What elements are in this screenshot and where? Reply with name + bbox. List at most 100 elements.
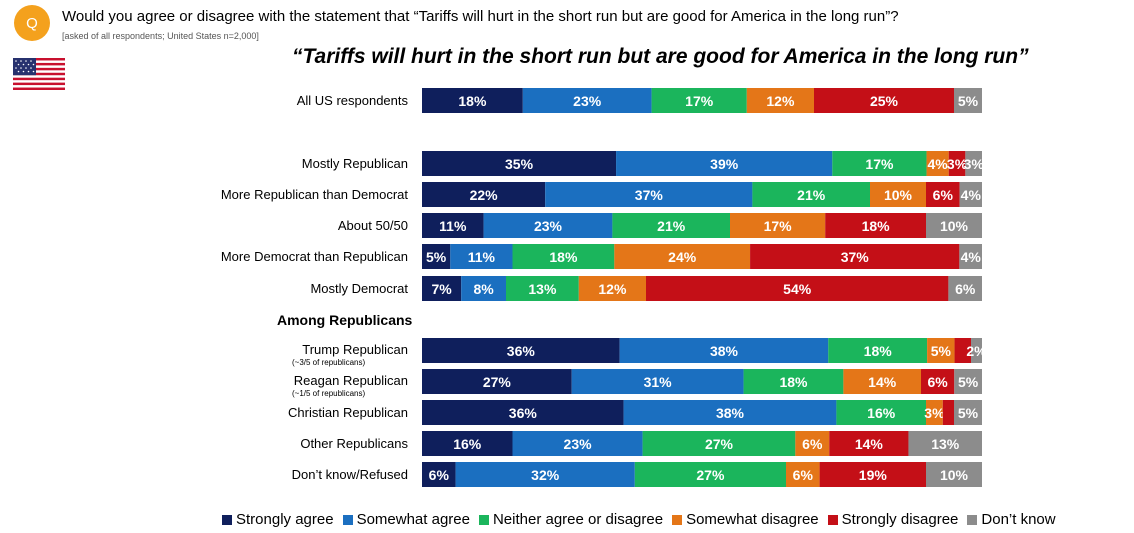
bar-value-label: 17%	[865, 156, 894, 172]
bar-value-label: 10%	[940, 467, 969, 483]
bar-segment	[814, 88, 954, 113]
bar-segment	[646, 276, 949, 301]
bar-value-label: 5%	[958, 93, 979, 109]
bar-segment	[959, 182, 982, 207]
bar-value-label: 14%	[855, 436, 884, 452]
bar-value-label: 13%	[528, 281, 557, 297]
us-flag-icon	[13, 58, 65, 90]
chart-title: “Tariffs will hurt in the short run but …	[292, 45, 1029, 68]
bar-segment	[422, 244, 451, 269]
bar-value-label: 12%	[598, 281, 627, 297]
bar-segment	[743, 369, 844, 394]
bar-segment	[870, 182, 926, 207]
bar-value-label: 27%	[696, 467, 725, 483]
row-label: More Republican than Democrat	[220, 187, 408, 202]
legend-swatch	[478, 514, 489, 525]
legend-label: Somewhat agree	[356, 511, 470, 528]
bar-segment	[829, 431, 909, 456]
row-label: Mostly Democrat	[310, 281, 408, 296]
bar-value-label: 3%	[964, 156, 985, 172]
bar-segment	[942, 400, 954, 425]
bar-segment	[422, 400, 624, 425]
bar-value-label: 21%	[797, 187, 826, 203]
legend-swatch	[342, 514, 353, 525]
legend-label: Strongly agree	[236, 511, 334, 528]
bar-segment	[483, 213, 613, 238]
legend-item: Somewhat disagree	[672, 511, 819, 528]
bar-segment	[752, 182, 870, 207]
bar-value-label: 38%	[716, 405, 745, 421]
row-label: More Democrat than Republican	[220, 249, 408, 264]
bar-value-label: 21%	[657, 218, 686, 234]
legend-label: Don’t know	[981, 511, 1056, 528]
bar-value-label: 37%	[635, 187, 664, 203]
bar-value-label: 4%	[928, 156, 949, 172]
bar-segment	[926, 213, 982, 238]
bar-segment	[828, 338, 928, 363]
bar-value-label: 36%	[509, 405, 538, 421]
bar-segment	[971, 338, 982, 363]
bar-value-label: 6%	[793, 467, 814, 483]
bar-segment	[422, 369, 572, 394]
bar-value-label: 6%	[429, 467, 450, 483]
bar-value-label: 18%	[458, 93, 487, 109]
bar-value-label: 11%	[468, 249, 496, 265]
bar-segment	[926, 151, 949, 176]
bar-value-label: 39%	[710, 156, 739, 172]
bar-segment	[746, 88, 814, 113]
bar-segment	[843, 369, 922, 394]
bar-segment	[825, 213, 926, 238]
bar-segment	[545, 182, 753, 207]
bar-value-label: 4%	[961, 249, 982, 265]
bar-segment	[612, 213, 730, 238]
row-sublabel: (~3/5 of republicans)	[292, 358, 366, 367]
bar-value-label: 2%	[966, 343, 987, 359]
bar-segment	[651, 88, 747, 113]
bar-value-label: 17%	[685, 93, 714, 109]
bar-segment	[948, 151, 966, 176]
bar-segment	[927, 338, 955, 363]
legend-label: Somewhat disagree	[686, 511, 819, 528]
legend-item: Strongly agree	[222, 511, 334, 528]
row-label: Don’t know/Refused	[291, 467, 408, 482]
bar-segment	[926, 462, 982, 487]
bar-segment	[786, 462, 820, 487]
bar-segment	[954, 369, 982, 394]
bar-value-label: 54%	[783, 281, 812, 297]
bar-value-label: 27%	[483, 374, 512, 390]
bar-value-label: 5%	[426, 249, 447, 265]
bar-segment	[959, 244, 982, 269]
legend-item: Neither agree or disagree	[478, 511, 663, 528]
bar-segment	[623, 400, 837, 425]
bar-segment	[832, 151, 927, 176]
bar-value-label: 11%	[439, 218, 467, 234]
bar-segment	[921, 369, 955, 394]
legend-swatch	[967, 514, 978, 525]
bar-value-label: 6%	[955, 281, 976, 297]
bar-value-label: 27%	[705, 436, 734, 452]
row-sublabel: (~1/5 of republicans)	[292, 389, 366, 398]
legend-item: Somewhat agree	[342, 511, 470, 528]
bar-segment	[512, 431, 643, 456]
bar-value-label: 32%	[531, 467, 560, 483]
bar-value-label: 36%	[507, 343, 536, 359]
bar-segment	[954, 338, 972, 363]
bar-value-label: 13%	[931, 436, 960, 452]
bar-value-label: 3%	[924, 405, 945, 421]
row-label: Trump Republican	[302, 342, 408, 357]
bar-value-label: 17%	[764, 218, 793, 234]
bar-segment	[819, 462, 926, 487]
bar-value-label: 16%	[867, 405, 896, 421]
bar-value-label: 3%	[947, 156, 968, 172]
bar-value-label: 22%	[470, 187, 499, 203]
bar-segment	[422, 462, 456, 487]
bar-value-label: 38%	[710, 343, 739, 359]
bar-segment	[965, 151, 982, 176]
bar-value-label: 5%	[958, 405, 979, 421]
bar-value-label: 18%	[549, 249, 578, 265]
row-label: Christian Republican	[288, 405, 408, 420]
bar-segment	[422, 88, 523, 113]
bar-segment	[616, 151, 833, 176]
bar-segment	[522, 88, 652, 113]
